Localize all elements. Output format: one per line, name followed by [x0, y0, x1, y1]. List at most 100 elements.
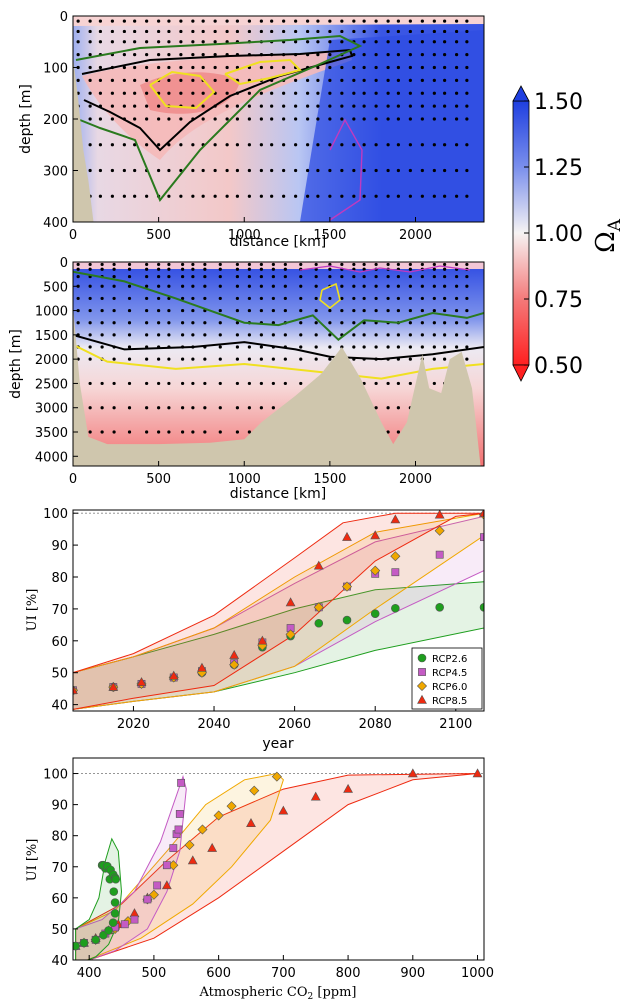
p1-sample-dot	[110, 29, 114, 34]
p2-sample-dot	[420, 262, 424, 267]
p3-rcp60-marker	[341, 581, 353, 592]
p2-sample-dot	[340, 345, 344, 349]
p1-sample-dot	[352, 78, 356, 82]
p2-sample-dot	[314, 345, 318, 349]
p1-sample-dot	[294, 78, 298, 82]
p1-sample-dot	[98, 78, 102, 82]
p1-sample-dot	[157, 53, 161, 57]
p2-sample-dot	[191, 357, 195, 361]
p1-sample-dot	[340, 19, 344, 23]
p1-sample-dot	[270, 143, 274, 147]
p3-rcp85-marker	[168, 670, 179, 680]
p1-sample-dot	[282, 117, 286, 121]
p2-sample-dot	[340, 321, 344, 325]
p1-sample-dot	[455, 194, 459, 198]
p2-sample-dot	[328, 321, 332, 325]
p2-sample-dot	[247, 430, 251, 434]
p3-rcp26-marker	[314, 618, 324, 628]
p2-sample-dot	[328, 267, 332, 271]
p1-sample-dot	[191, 194, 195, 198]
p1-sample-dot	[455, 117, 459, 121]
p2-sample-dot	[112, 262, 116, 267]
p1-sample-dot	[247, 104, 251, 108]
p1-sample-dot	[270, 104, 274, 108]
p1-sample-dot	[316, 194, 320, 198]
p1-sample-dot	[362, 91, 366, 95]
p2-sample-dot	[191, 430, 195, 434]
p1-sample-dot	[294, 104, 298, 108]
p2-sample-dot	[167, 357, 171, 361]
p1-sample-dot	[306, 117, 310, 121]
p1-sample-dot	[408, 194, 412, 198]
p2-sample-dot	[328, 296, 332, 301]
p4-rcp26-marker	[109, 887, 119, 896]
p2-sample-dot	[112, 267, 116, 271]
p2-sample-dot	[235, 284, 239, 288]
p2-sample-dot	[88, 267, 92, 271]
p1-sample-dot	[340, 91, 344, 95]
p1-sample-dot	[294, 194, 298, 198]
p2-sample-dot	[386, 284, 390, 288]
p1-sample-dot	[282, 194, 286, 198]
p2-ytick-label: 4000	[35, 450, 68, 465]
p1-sample-dot	[110, 104, 114, 108]
p1-sample-dot	[88, 143, 92, 147]
p1-sample-dot	[179, 78, 183, 82]
p2-sample-dot	[235, 274, 239, 279]
p2-sample-dot	[145, 333, 149, 337]
p2-sample-dot	[432, 267, 436, 271]
p4-rcp45-marker	[120, 920, 129, 929]
p1-sample-dot	[432, 65, 436, 70]
p3-rcp85-marker	[370, 530, 381, 540]
p1-sample-dot	[213, 19, 217, 23]
p2-sample-dot	[218, 430, 222, 434]
p2-sample-dot	[396, 406, 400, 410]
p2-sample-dot	[88, 357, 92, 361]
p4-rcp85-marker	[343, 783, 353, 793]
p1-sample-dot	[432, 40, 436, 44]
p2-sample-dot	[88, 381, 92, 386]
p1-xtick-label: 2000	[399, 228, 432, 243]
p1-sample-dot	[340, 143, 344, 147]
p2-sample-dot	[465, 308, 469, 313]
p1-sample-dot	[270, 117, 274, 121]
p2-sample-dot	[127, 308, 132, 313]
p1-sample-dot	[98, 65, 102, 70]
p2-sample-dot	[443, 284, 447, 288]
p2-sample-dot	[271, 406, 275, 410]
p2-sample-dot	[283, 308, 287, 313]
p2-sample-dot	[218, 308, 222, 313]
p1-ytick-label: 200	[43, 113, 68, 128]
p1-sample-dot	[362, 65, 366, 70]
p2-sample-dot	[443, 321, 447, 325]
p1-sample-dot	[88, 40, 92, 44]
p1-sample-dot	[213, 29, 217, 34]
p1-sample-dot	[247, 29, 251, 34]
p2-sample-dot	[396, 274, 400, 279]
p4-band-rcp60	[75, 772, 284, 960]
p3-ytick-label: 40	[51, 699, 68, 714]
p2-sample-dot	[465, 274, 469, 279]
p1-axes: 0 500 1000 1500 2000 0 100 200 300 400	[43, 10, 432, 243]
p2-sample-dot	[283, 357, 287, 361]
p2-sample-dot	[203, 406, 207, 410]
p3-xtick-label: 2040	[197, 717, 230, 732]
p1-sample-dot	[396, 194, 400, 198]
p1-sample-dot	[328, 117, 332, 121]
p1-sample-dot	[455, 53, 459, 57]
p1-sample-dot	[259, 194, 263, 198]
p1-sample-dot	[145, 91, 149, 95]
p4-rcp60-marker	[148, 889, 159, 900]
p2-contour-yellow-patch	[319, 282, 341, 310]
p1-sample-dot	[282, 29, 286, 34]
p2-sample-dot	[352, 274, 356, 279]
p1-sample-dot	[88, 91, 92, 95]
p2-sample-dot	[112, 333, 116, 337]
p2-sample-dot	[247, 333, 251, 337]
p1-sample-dot	[316, 78, 320, 82]
p2-sample-dot	[76, 274, 80, 279]
p2-sample-dot	[157, 262, 161, 267]
p1-sample-dot	[432, 29, 436, 34]
p1-sample-dot	[306, 194, 310, 198]
